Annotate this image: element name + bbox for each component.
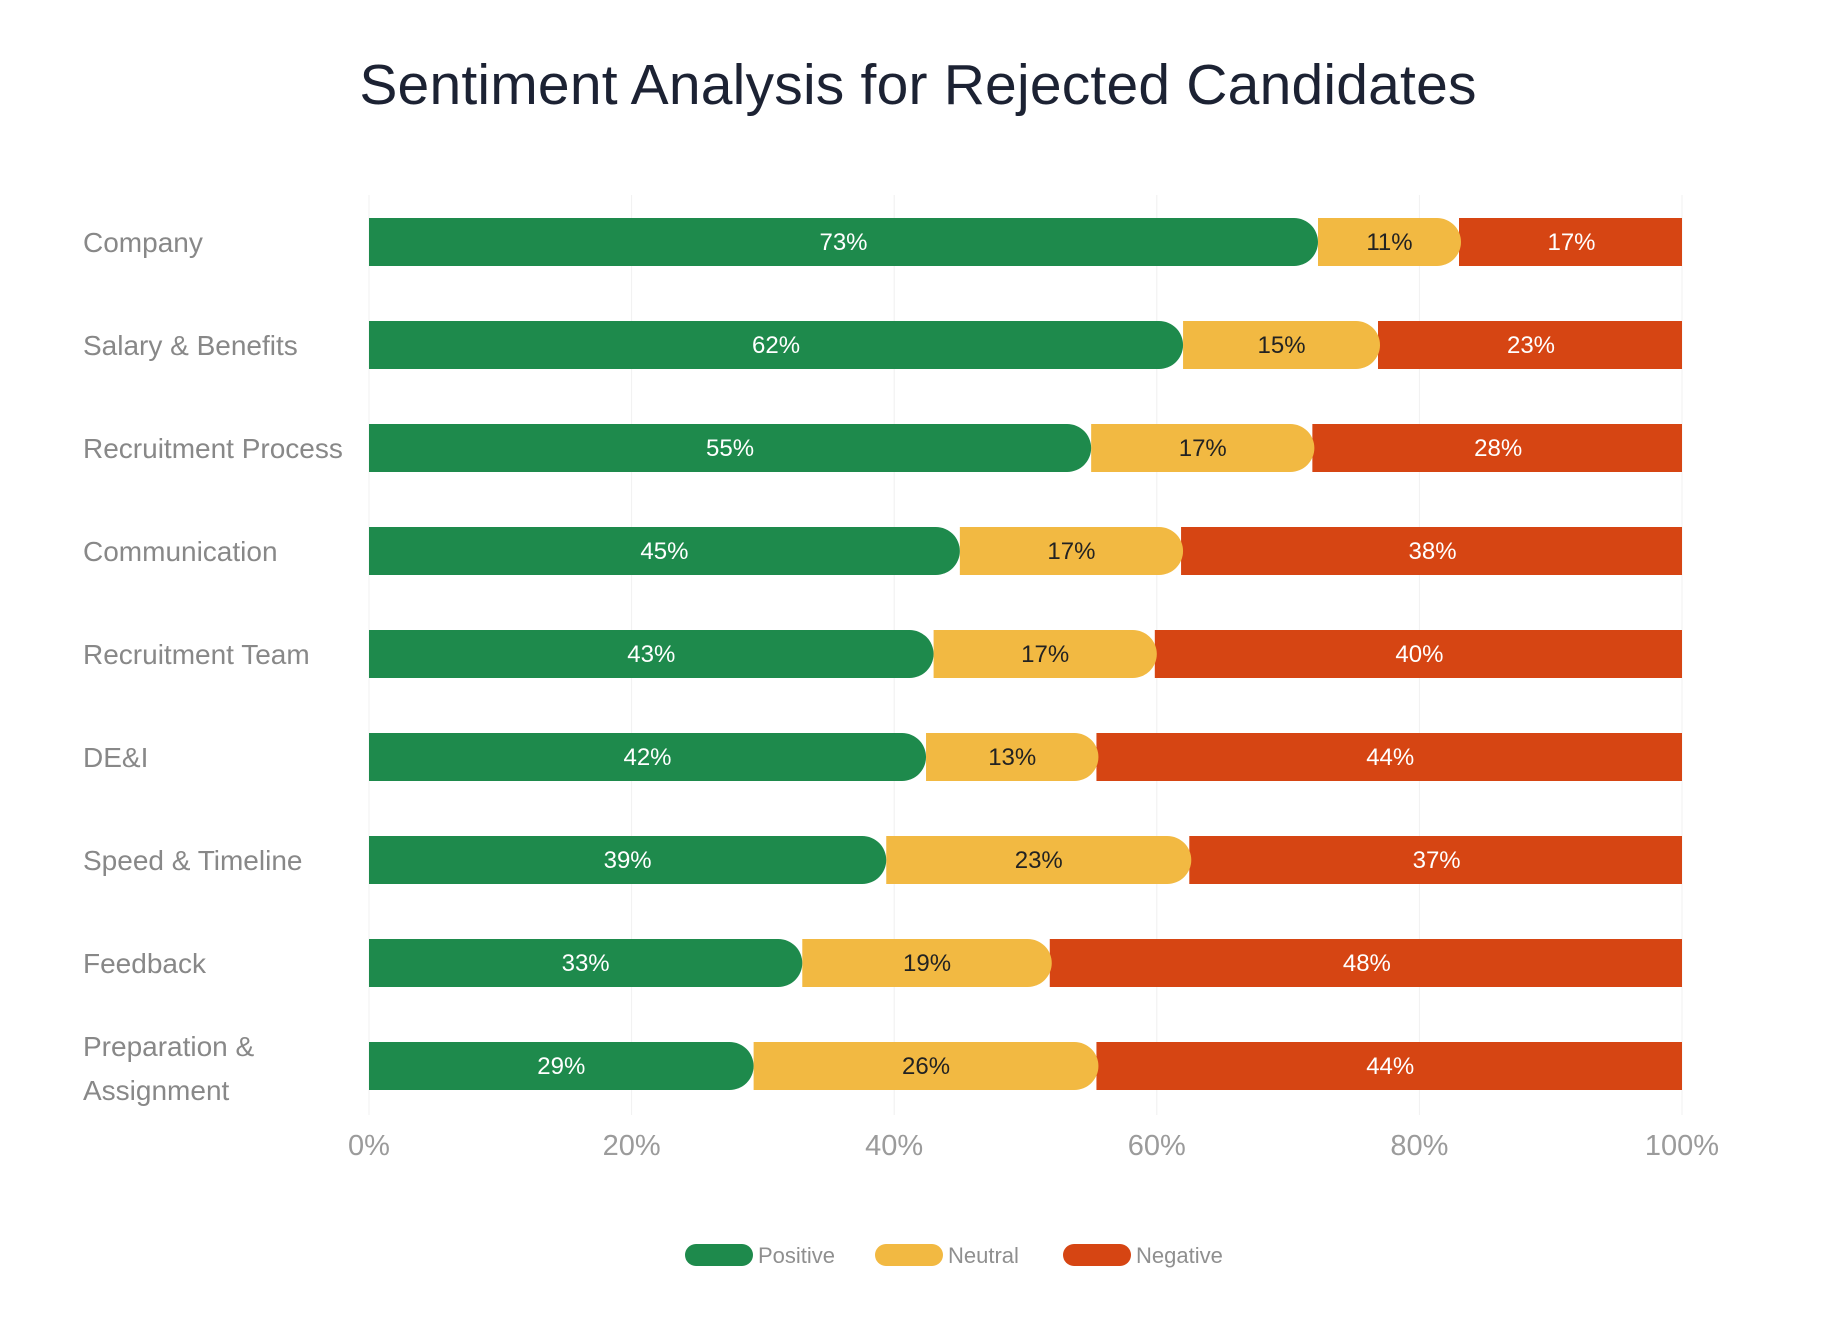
data-label-positive-company: 73% <box>819 229 867 256</box>
data-label-neutral-recruitment-team: 17% <box>1021 641 1069 668</box>
bar-positive-recruitment-process <box>369 424 1092 472</box>
x-tick-100: 100% <box>1645 1130 1719 1162</box>
x-tick-0: 0% <box>348 1130 390 1162</box>
bar-neutral-recruitment-team <box>933 630 1157 678</box>
legend-label-positive: Positive <box>758 1243 835 1268</box>
data-label-negative-preparation-assignment: 44% <box>1366 1053 1414 1080</box>
legend-swatch-positive <box>685 1244 753 1266</box>
category-label-recruitment-process: Recruitment Process <box>83 433 343 464</box>
data-label-negative-salary-benefits: 23% <box>1507 332 1555 359</box>
category-label-de-i: DE&I <box>83 742 148 773</box>
data-label-positive-speed-timeline: 39% <box>604 847 652 874</box>
x-tick-60: 60% <box>1128 1130 1186 1162</box>
data-label-neutral-communication: 17% <box>1047 538 1095 565</box>
data-label-neutral-company: 11% <box>1366 229 1412 256</box>
category-label-feedback: Feedback <box>83 948 207 979</box>
category-label-company: Company <box>83 227 203 258</box>
bar-neutral-speed-timeline <box>886 836 1192 885</box>
legend-label-negative: Negative <box>1136 1243 1223 1268</box>
bar-positive-de-i <box>369 733 927 781</box>
data-label-positive-communication: 45% <box>640 538 688 565</box>
bar-positive-recruitment-team <box>369 630 934 678</box>
data-label-neutral-recruitment-process: 17% <box>1179 435 1227 462</box>
category-label-salary-benefits: Salary & Benefits <box>83 330 298 361</box>
category-label-recruitment-team: Recruitment Team <box>83 639 310 670</box>
data-label-negative-recruitment-process: 28% <box>1474 435 1522 462</box>
data-label-positive-recruitment-process: 55% <box>706 435 754 462</box>
bar-negative-speed-timeline <box>1189 836 1682 884</box>
bar-positive-speed-timeline <box>369 836 887 885</box>
bar-positive-communication <box>369 527 960 575</box>
bar-negative-feedback <box>1049 939 1682 987</box>
bar-negative-salary-benefits <box>1378 321 1682 369</box>
bar-positive-salary-benefits <box>369 321 1184 369</box>
data-label-neutral-preparation-assignment: 26% <box>902 1053 950 1080</box>
data-label-negative-de-i: 44% <box>1366 744 1414 771</box>
bar-negative-recruitment-team <box>1154 630 1682 678</box>
category-label-speed-timeline: Speed & Timeline <box>83 845 302 876</box>
data-label-negative-communication: 38% <box>1409 538 1457 565</box>
bar-neutral-de-i <box>926 733 1099 781</box>
bar-neutral-communication <box>959 527 1184 575</box>
category-label-preparation-assignment: Preparation & Assignment <box>83 1031 255 1106</box>
bar-negative-preparation-assignment <box>1096 1042 1682 1090</box>
data-label-positive-salary-benefits: 62% <box>752 332 800 359</box>
bar-neutral-salary-benefits <box>1183 321 1381 369</box>
legend-swatch-negative <box>1063 1244 1131 1266</box>
bar-neutral-company <box>1318 218 1461 266</box>
bar-neutral-feedback <box>802 939 1052 987</box>
data-label-neutral-de-i: 13% <box>988 744 1036 771</box>
bar-negative-communication <box>1181 527 1682 575</box>
bar-positive-preparation-assignment <box>369 1042 754 1090</box>
legend-swatch-neutral <box>875 1244 943 1266</box>
data-label-positive-recruitment-team: 43% <box>627 641 675 668</box>
x-tick-80: 80% <box>1390 1130 1448 1162</box>
data-label-neutral-salary-benefits: 15% <box>1258 332 1306 359</box>
data-label-negative-speed-timeline: 37% <box>1413 847 1461 874</box>
bar-neutral-preparation-assignment <box>753 1042 1099 1090</box>
data-label-positive-de-i: 42% <box>623 744 671 771</box>
bar-positive-feedback <box>369 939 803 987</box>
data-label-negative-company: 17% <box>1547 229 1595 256</box>
bar-negative-de-i <box>1096 733 1682 781</box>
data-label-positive-preparation-assignment: 29% <box>537 1053 585 1080</box>
data-label-neutral-feedback: 19% <box>903 950 951 977</box>
x-tick-40: 40% <box>865 1130 923 1162</box>
bar-negative-company <box>1459 218 1682 266</box>
bar-neutral-recruitment-process <box>1091 424 1315 472</box>
category-label-communication: Communication <box>83 536 278 567</box>
data-label-negative-feedback: 48% <box>1343 950 1391 977</box>
bar-positive-company <box>369 218 1318 266</box>
data-label-neutral-speed-timeline: 23% <box>1015 847 1063 874</box>
bar-negative-recruitment-process <box>1312 424 1682 472</box>
data-label-positive-feedback: 33% <box>562 950 610 977</box>
legend-label-neutral: Neutral <box>948 1243 1019 1268</box>
data-label-negative-recruitment-team: 40% <box>1395 641 1443 668</box>
x-tick-20: 20% <box>603 1130 661 1162</box>
chart-title: Sentiment Analysis for Rejected Candidat… <box>359 53 1477 117</box>
